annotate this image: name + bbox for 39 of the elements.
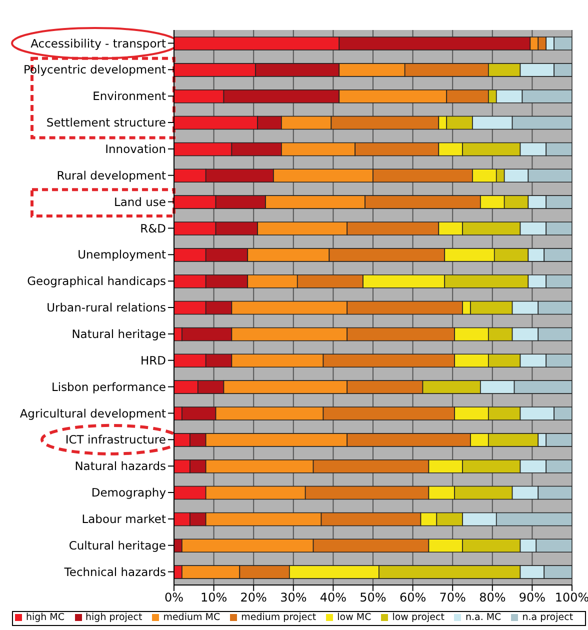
y-tick-label: Settlement structure xyxy=(46,116,166,130)
legend-label: medium MC xyxy=(163,612,220,623)
x-tick-label: 40% xyxy=(320,590,347,605)
x-tick-label: 90% xyxy=(518,590,546,605)
y-tick-label: Lisbon performance xyxy=(51,380,166,394)
legend-label: medium project xyxy=(241,612,316,623)
legend-label: high project xyxy=(86,612,142,623)
y-tick-label: Unemployment xyxy=(78,248,166,262)
x-tick-label: 10% xyxy=(200,590,228,605)
y-tick-label: Technical hazards xyxy=(63,564,166,579)
y-tick-label: Rural development xyxy=(56,168,166,182)
legend-label: n.a project xyxy=(522,612,574,623)
y-tick-label: Cultural heritage xyxy=(68,538,166,552)
y-tick-label: Land use xyxy=(114,194,166,209)
x-tick-label: 80% xyxy=(479,590,506,605)
x-tick-label: 60% xyxy=(399,590,426,605)
y-tick-label: HRD xyxy=(140,353,166,368)
y-tick-label: Agricultural development xyxy=(20,406,166,420)
legend-label: high MC xyxy=(26,612,64,623)
x-tick-label: 70% xyxy=(439,590,466,605)
y-tick-label: Natural heritage xyxy=(72,327,166,342)
y-tick-label: Labour market xyxy=(82,512,166,526)
y-tick-label: Natural hazards xyxy=(74,459,166,474)
legend-label: n.a. MC xyxy=(465,612,502,623)
y-tick-label: Innovation xyxy=(105,142,166,156)
y-tick-label: ICT infrastructure xyxy=(65,432,166,447)
y-tick-label: Urban-rural relations xyxy=(46,300,166,315)
x-tick-label: 20% xyxy=(240,590,267,605)
x-tick-label: 30% xyxy=(280,590,307,605)
x-tick-label: 0% xyxy=(164,590,184,605)
y-tick-label: Environment xyxy=(92,89,166,104)
legend-label: low MC xyxy=(337,612,372,623)
legend-label: low project xyxy=(392,612,444,623)
x-tick-label: 50% xyxy=(360,590,386,605)
y-tick-label: Accessibility - transport xyxy=(30,36,166,50)
y-tick-label: Geographical handicaps xyxy=(27,274,166,288)
y-tick-label: Demography xyxy=(91,486,166,500)
y-tick-label: R&D xyxy=(140,221,166,236)
y-tick-label: Polycentric development xyxy=(23,62,166,77)
